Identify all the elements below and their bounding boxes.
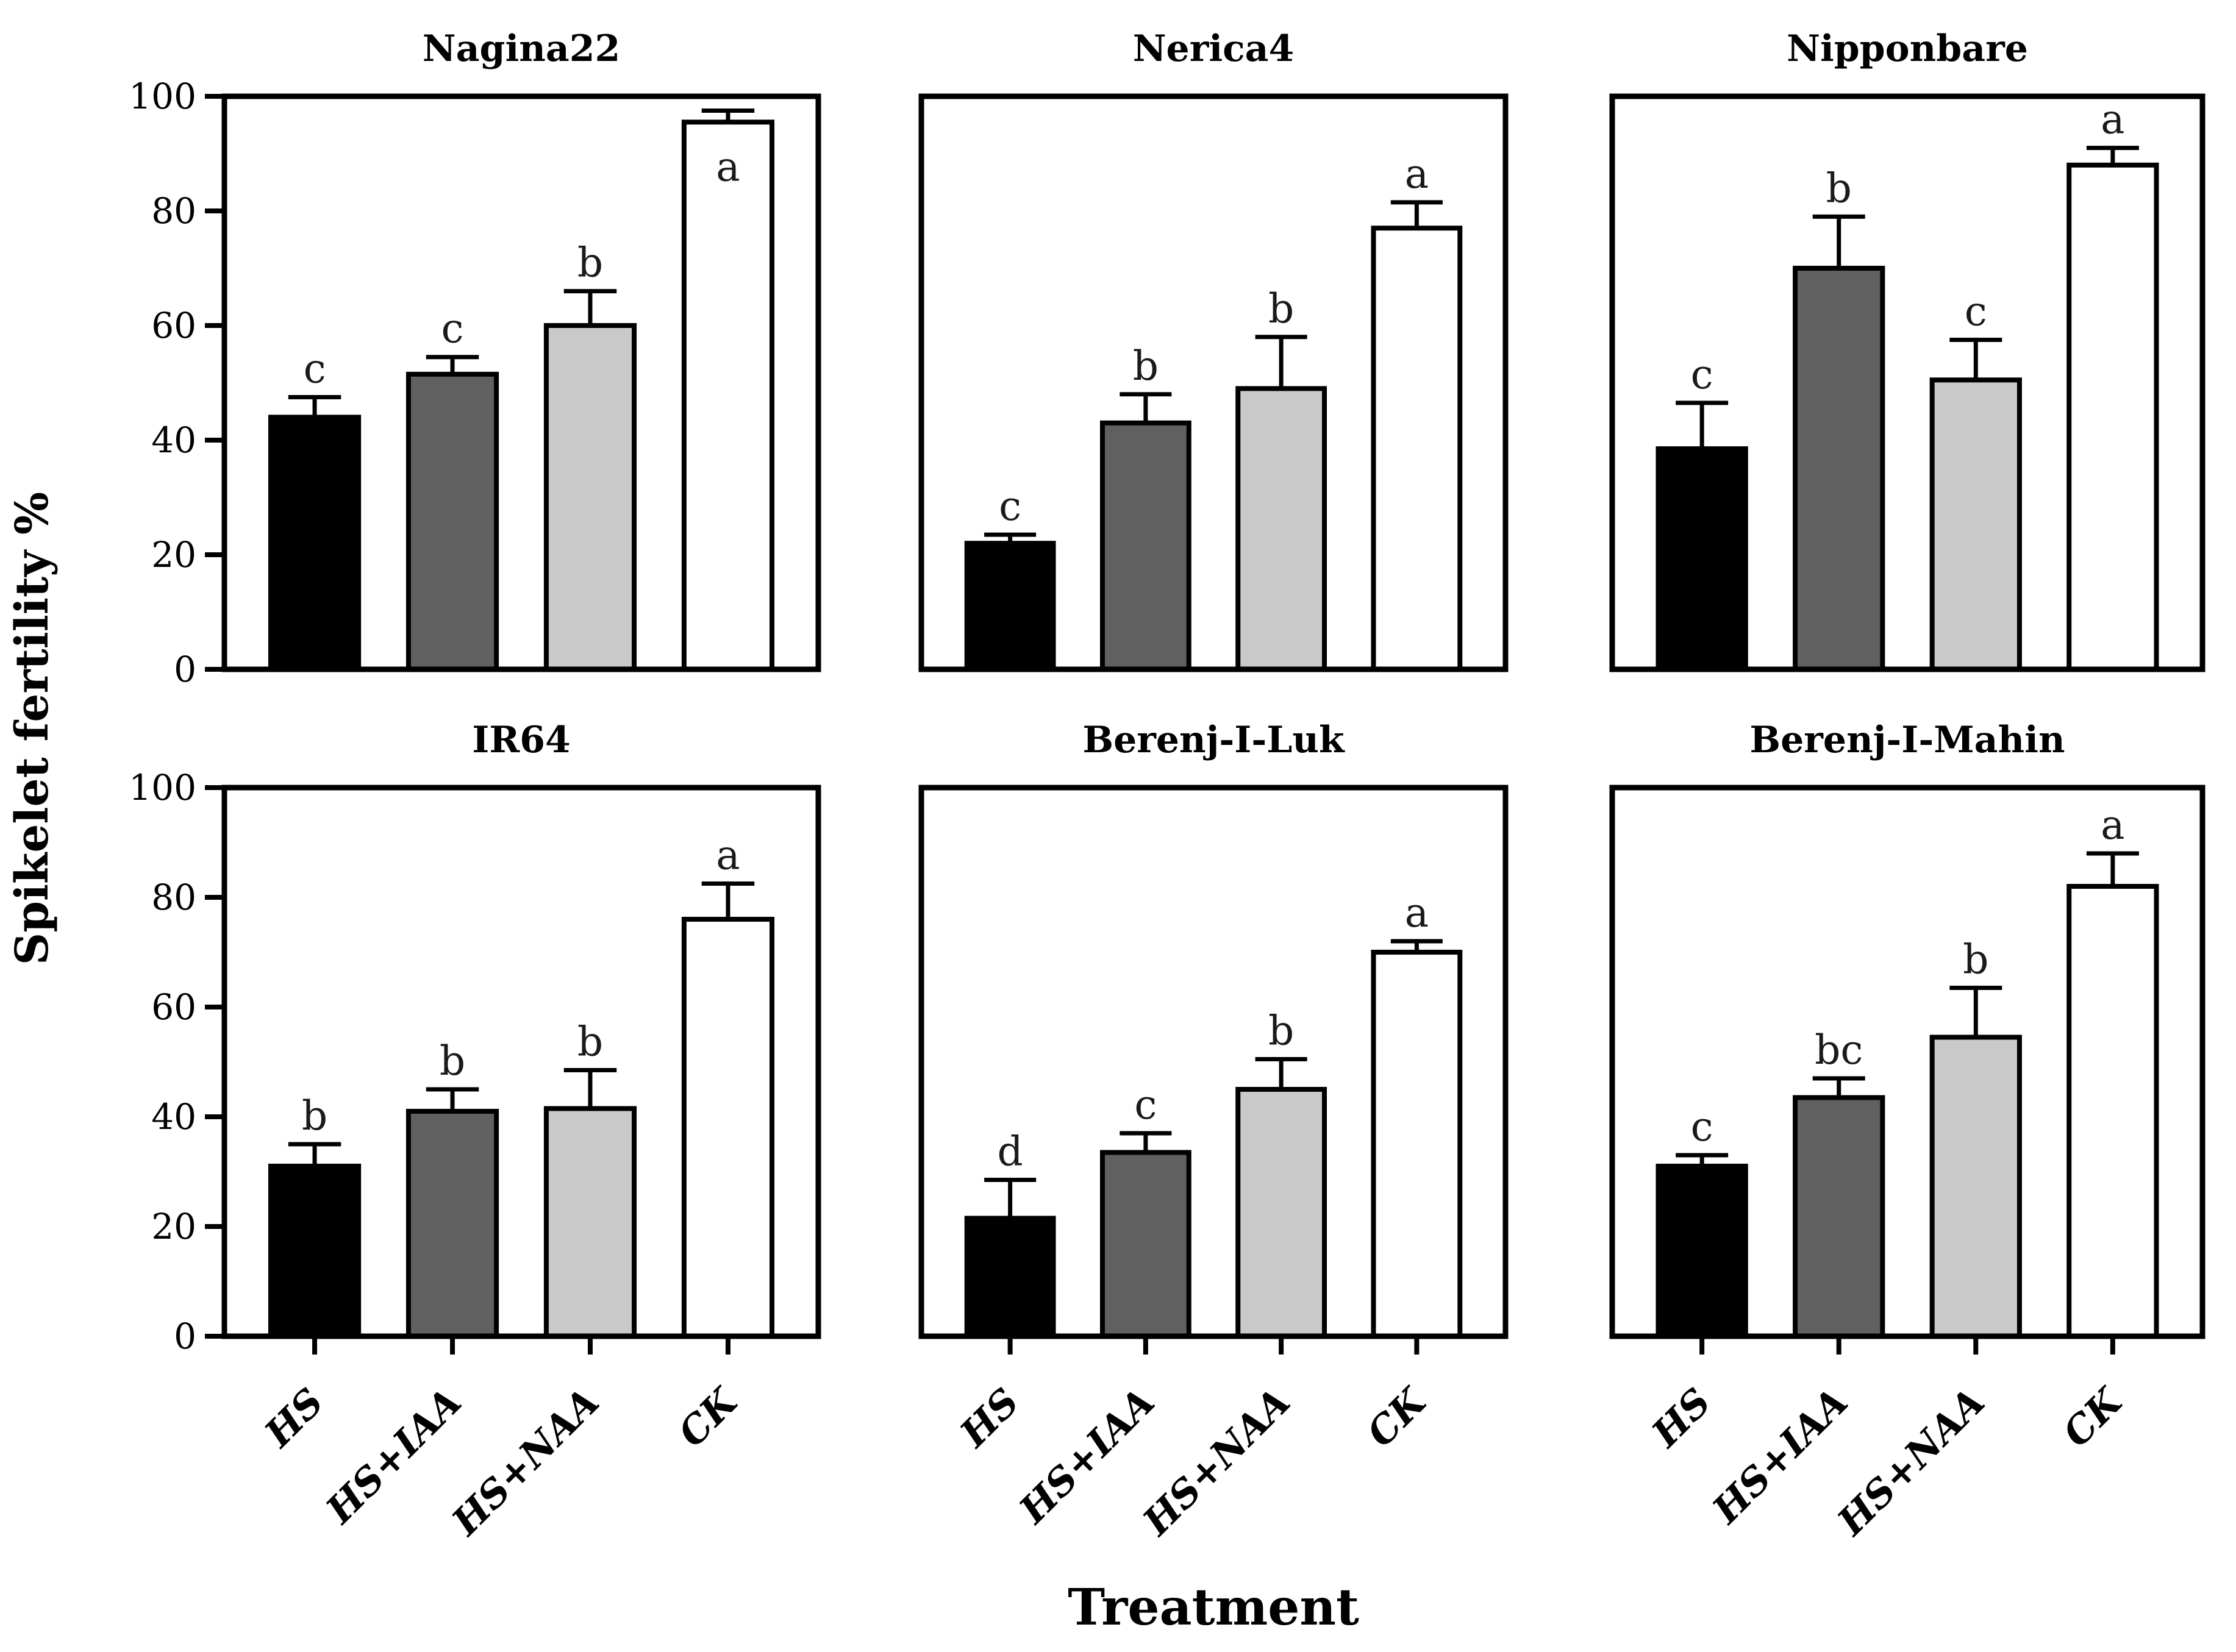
bar-HS [268,1164,362,1339]
sig-letter: a [716,832,740,879]
y-axis-label: Spikelet fertility % [6,492,59,965]
sig-letter: a [1405,151,1429,198]
y-tick-label: 20 [151,1206,196,1247]
sig-letter: a [2101,802,2124,849]
sig-letter: a [716,144,740,191]
sig-letter: c [1691,1103,1713,1150]
bar-HS [1656,1164,1748,1339]
y-tick-label: 100 [129,76,196,117]
bar-HS [964,541,1056,672]
bar-CK [2066,884,2159,1339]
sig-letter: b [302,1092,327,1139]
sig-letter: c [999,483,1021,530]
sig-letter: a [2101,96,2124,143]
panel-frame [918,785,1509,1339]
sig-letter: b [1963,936,1988,983]
bar-CK [681,119,775,672]
bar-HS+NAA [1929,377,2022,672]
y-tick-label: 0 [174,649,196,690]
panel-title: Nipponbare [1787,27,2028,70]
bar-HS [268,415,362,672]
x-axis-label: Treatment [1068,1578,1359,1637]
bar-HS+NAA [543,323,637,672]
bar-CK [1371,950,1463,1339]
y-tick-label: 20 [151,534,196,575]
y-tick-label: 40 [151,419,196,461]
bar-HS+NAA [543,1106,637,1339]
panel-title: IR64 [472,719,570,761]
y-tick-label: 60 [151,305,196,346]
panel-Nagina22: Nagina22 c c b a 0 20 40 60 80 100 [129,27,821,690]
panel-frame [221,93,821,672]
sig-letter: b [1826,165,1852,212]
y-tick-label: 80 [151,190,196,232]
panel-frame [1609,93,2206,672]
sig-letter: b [1268,285,1294,332]
sig-letter: a [1405,889,1429,936]
bar-HS+NAA [1235,1087,1327,1339]
bar-HS+NAA [1929,1034,2022,1339]
panel-title: Berenj-I-Mahin [1749,719,2065,761]
bar-HS+IAA [405,1109,499,1339]
panel-frame [1609,785,2206,1339]
bar-HS+IAA [1099,420,1191,672]
sig-letter: c [1965,288,1987,335]
bar-CK [2066,162,2159,672]
y-tick-label: 40 [151,1096,196,1138]
panel-frame [918,93,1509,672]
sig-letter: b [440,1038,465,1084]
sig-letter: b [577,240,603,287]
panel-title: Nagina22 [423,27,620,70]
sig-letter: c [1691,351,1713,398]
sig-letter: b [1133,343,1159,390]
bar-CK [1371,226,1463,672]
y-tick-label: 100 [129,767,196,808]
bar-HS+IAA [1793,266,1885,672]
panel-frame [221,785,821,1339]
sig-letter: c [304,346,326,393]
bar-HS+IAA [1099,1150,1191,1339]
sig-letter: b [577,1019,603,1066]
panel-Nerica4: Nerica4 c b b a [918,27,1509,672]
panel-title: Berenj-I-Luk [1082,719,1345,761]
y-tick-label: 60 [151,986,196,1028]
sig-letter: d [997,1128,1023,1175]
panel-Nipponbare: Nipponbare c b c a [1609,27,2206,672]
sig-letter: c [1134,1081,1157,1128]
bar-CK [681,917,775,1339]
sig-letter: bc [1815,1027,1863,1073]
y-tick-label: 80 [151,877,196,918]
y-tick-label: 0 [174,1316,196,1357]
bar-HS+NAA [1235,386,1327,672]
sig-letter: b [1268,1008,1294,1055]
panel-title: Nerica4 [1133,27,1295,70]
bar-HS [964,1216,1056,1339]
bar-HS+IAA [1793,1095,1885,1339]
bar-HS+IAA [405,371,499,672]
sig-letter: c [441,305,464,352]
bar-HS [1656,446,1748,672]
